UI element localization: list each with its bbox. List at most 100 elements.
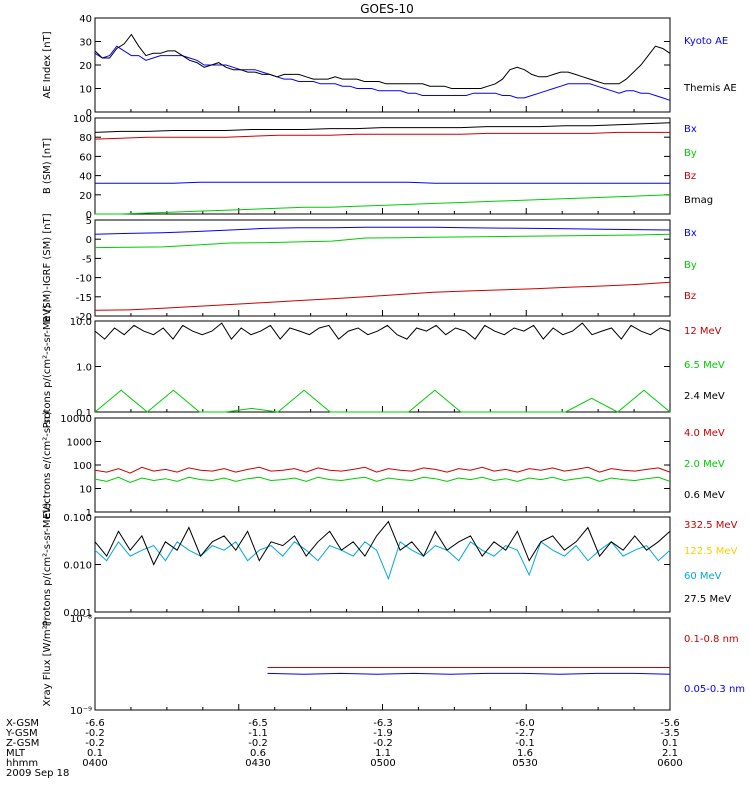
series-line-60-mev: [94, 540, 671, 581]
series-line-6-5-mev: [94, 389, 671, 413]
date-label: 2009 Sep 18: [6, 768, 69, 779]
series-line-27-5-mev: [94, 520, 671, 566]
footer-row-label: Z-GSM: [6, 738, 39, 749]
legend-label-0-1-0-8-nm: 0.1-0.8 nm: [684, 634, 739, 645]
y-tick-label: 10.0: [70, 317, 92, 328]
y-tick-label: -10: [76, 274, 92, 285]
series-line-bz: [94, 131, 670, 140]
legend-label-by: By: [684, 148, 697, 159]
y-tick-label: 0: [86, 210, 92, 221]
footer-value: -0.2: [248, 738, 268, 749]
footer-value: 2.1: [662, 748, 678, 759]
footer-row-label: X-GSM: [6, 718, 39, 729]
footer-value: 1.6: [517, 748, 533, 759]
footer-value: -6.5: [248, 718, 268, 729]
y-axis-label: B (SM)-IGRF (SM) [nT]: [42, 213, 53, 322]
legend-label-bz: Bz: [684, 291, 696, 302]
footer-value: 0530: [512, 758, 537, 769]
footer-value: 0430: [245, 758, 270, 769]
y-axis-label: Protons p/(cm²-s-sr-MeV): [42, 305, 53, 429]
y-tick-label: 5: [86, 216, 92, 227]
y-tick-label: -20: [76, 312, 92, 323]
legend-label-6-5-mev: 6.5 MeV: [684, 360, 725, 371]
panel-frame: [94, 617, 671, 711]
panel-frame: [94, 219, 671, 317]
legend-label-bz: Bz: [684, 171, 696, 182]
footer-value: -6.0: [515, 718, 535, 729]
y-tick-label: 0.001: [63, 608, 92, 619]
y-axis-label: AE Index [nT]: [42, 31, 53, 98]
legend-label-12-mev: 12 MeV: [684, 326, 722, 337]
legend-label-2-4-mev: 2.4 MeV: [684, 391, 725, 402]
y-tick-label: -5: [82, 254, 92, 265]
footer-value: -6.3: [373, 718, 393, 729]
series-line-by: [95, 194, 671, 215]
panel-6: 0.001 0.010 0.100 Protons p/(cm²-s-sr-MeV) 3…: [42, 503, 738, 627]
footer-row-label: Y-GSM: [5, 728, 38, 739]
footer-value: -0.2: [373, 738, 393, 749]
footer-value: -2.7: [515, 728, 535, 739]
y-tick-label: 20: [79, 191, 92, 202]
series-line-themis-ae: [94, 33, 671, 89]
series-line-by: [94, 233, 671, 249]
legend-label-bx: Bx: [684, 124, 697, 135]
y-tick-label: 20: [79, 61, 92, 72]
panel-frame: [94, 417, 671, 513]
series-line-bx: [95, 181, 670, 184]
panel-5: 1 10 100 1000 10000 Electrons e/(cm²-s-sr) 4.0…: [42, 411, 725, 519]
footer-value: -0.2: [85, 738, 105, 749]
chart-title: GOES-10: [360, 2, 414, 16]
footer-value: 0.1: [87, 748, 103, 759]
panel-frame: [94, 117, 671, 215]
y-tick-label: 80: [79, 133, 92, 144]
series-line-2-0-mev: [94, 476, 671, 484]
legend-label-bx: Bx: [684, 228, 697, 239]
y-tick-label: -15: [76, 293, 92, 304]
legend-label-2-0-mev: 2.0 MeV: [684, 459, 725, 470]
footer-value: 0600: [657, 758, 682, 769]
panel-frame: [94, 320, 671, 413]
series-line-0-05-0-3-nm: [267, 672, 671, 675]
y-axis-label: Protons p/(cm²-s-sr-MeV): [42, 503, 53, 627]
legend-label-60-mev: 60 MeV: [684, 571, 722, 582]
series-line-4-0-mev: [94, 466, 671, 474]
footer-value: -6.6: [85, 718, 105, 729]
legend-label-122-5-mev: 122.5 MeV: [684, 546, 738, 557]
footer-value: 0500: [370, 758, 395, 769]
y-tick-label: 10⁻⁹: [70, 706, 92, 717]
y-tick-label: 60: [79, 152, 92, 163]
y-tick-label: 100: [73, 114, 92, 125]
legend-label-bmag: Bmag: [684, 195, 713, 206]
legend-label-332-5-mev: 332.5 MeV: [684, 520, 738, 531]
footer-value: 0.1: [662, 738, 678, 749]
series-line-bx: [94, 226, 671, 235]
y-tick-label: 1000: [67, 438, 92, 449]
y-tick-label: 0.1: [76, 408, 92, 419]
y-axis-label: Electrons e/(cm²-s-sr): [42, 411, 53, 519]
panel-7: 10⁻⁹ 10⁻⁸ Xray Flux [W/m²] 0.1-0.8 nm 0.05-0…: [42, 614, 745, 717]
y-tick-label: 1.0: [76, 363, 92, 374]
y-tick-label: 0: [86, 108, 92, 119]
y-tick-label: 100: [73, 461, 92, 472]
legend-label-themis-ae: Themis AE: [683, 83, 737, 94]
y-tick-label: 0.100: [63, 513, 92, 524]
footer-value: -5.6: [660, 718, 680, 729]
footer-value: -1.1: [248, 728, 268, 739]
y-tick-label: 10: [79, 485, 92, 496]
y-tick-label: 0.010: [63, 561, 92, 572]
panel-frame: [94, 17, 671, 113]
y-tick-label: 40: [79, 172, 92, 183]
legend-label-kyoto-ae: Kyoto AE: [684, 36, 728, 47]
y-tick-label: 30: [79, 38, 92, 49]
legend-label-27-5-mev: 27.5 MeV: [684, 594, 731, 605]
y-tick-label: 40: [79, 14, 92, 25]
legend-label-0-05-0-3-nm: 0.05-0.3 nm: [684, 684, 745, 695]
series-line-bz: [94, 281, 671, 311]
footer-value: -1.9: [373, 728, 393, 739]
panel-1: 0 10 20 30 40 AE Index [nT] Kyoto AE Themis AE: [42, 14, 737, 119]
y-tick-label: 10: [79, 85, 92, 96]
y-tick-label: 0: [86, 235, 92, 246]
y-axis-label: B (SM) [nT]: [42, 138, 53, 194]
